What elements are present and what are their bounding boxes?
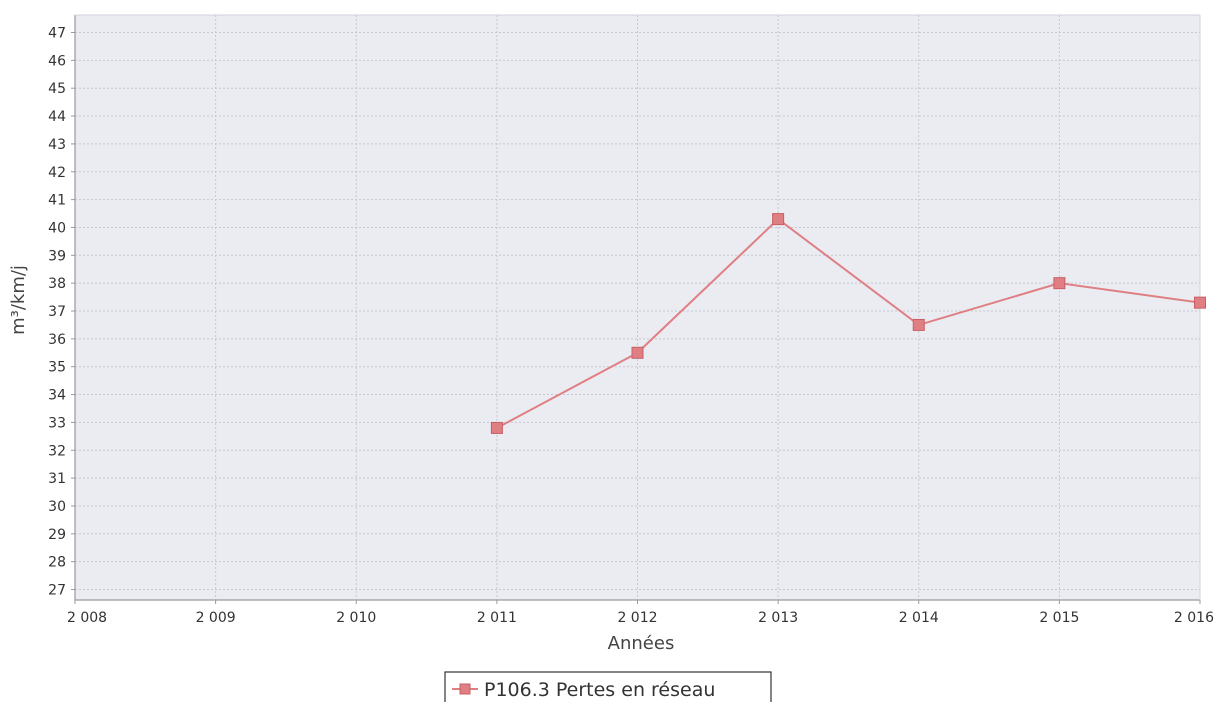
y-tick-label: 35 (48, 360, 66, 376)
y-tick-label: 47 (48, 26, 66, 42)
x-tick-label: 2 009 (196, 610, 236, 626)
x-axis-ticks: 2 008 2 009 2 010 2 011 2 012 2 013 2 014 2 015… (67, 600, 1214, 626)
y-tick-label: 27 (48, 583, 66, 599)
y-tick-label: 29 (48, 527, 66, 543)
y-tick-label: 45 (48, 81, 66, 97)
series-line (496, 217, 1201, 429)
y-tick-label: 44 (48, 109, 66, 125)
y-tick-label: 40 (48, 220, 66, 236)
x-tick-label: 2 012 (617, 610, 657, 626)
y-tick-label: 32 (48, 443, 66, 459)
legend-box (444, 671, 772, 702)
y-tick-label: 46 (48, 53, 66, 69)
y-tick-label: 37 (48, 304, 66, 320)
y-tick-label: 33 (48, 415, 66, 431)
y-tick-label: 34 (48, 388, 66, 404)
y-tick-label: 41 (48, 193, 66, 209)
data-point-marker (1053, 277, 1066, 290)
legend-series-marker (459, 683, 471, 695)
y-tick-label: 36 (48, 332, 66, 348)
data-point-marker (912, 318, 925, 331)
y-axis-title: m³/km/j (8, 265, 29, 335)
x-tick-label: 2 014 (899, 610, 939, 626)
data-point-marker (1194, 296, 1206, 309)
data-point-marker (631, 346, 644, 359)
y-tick-label: 43 (48, 137, 66, 153)
x-tick-label: 2 008 (67, 610, 107, 626)
data-point-marker (490, 421, 503, 434)
x-tick-label: 2 011 (477, 610, 517, 626)
legend-series-label: P106.3 Pertes en réseau (484, 679, 715, 701)
y-axis-ticks: 27 28 29 30 31 32 33 34 35 36 37 38 39 40 41 42 43 44 45 46… (48, 26, 75, 599)
x-axis-title: Années (608, 633, 675, 654)
x-tick-label: 2 016 (1174, 610, 1214, 626)
y-tick-label: 31 (48, 471, 66, 487)
y-tick-label: 39 (48, 248, 66, 264)
x-tick-label: 2 010 (336, 610, 376, 626)
y-tick-label: 38 (48, 276, 66, 292)
y-tick-label: 28 (48, 555, 66, 571)
x-tick-label: 2 013 (758, 610, 798, 626)
y-tick-label: 30 (48, 499, 66, 515)
legend: P106.3 Pertes en réseau (444, 671, 772, 702)
x-tick-label: 2 015 (1039, 610, 1079, 626)
y-tick-label: 42 (48, 165, 66, 181)
series-group (490, 213, 1206, 434)
data-point-marker (772, 213, 785, 226)
